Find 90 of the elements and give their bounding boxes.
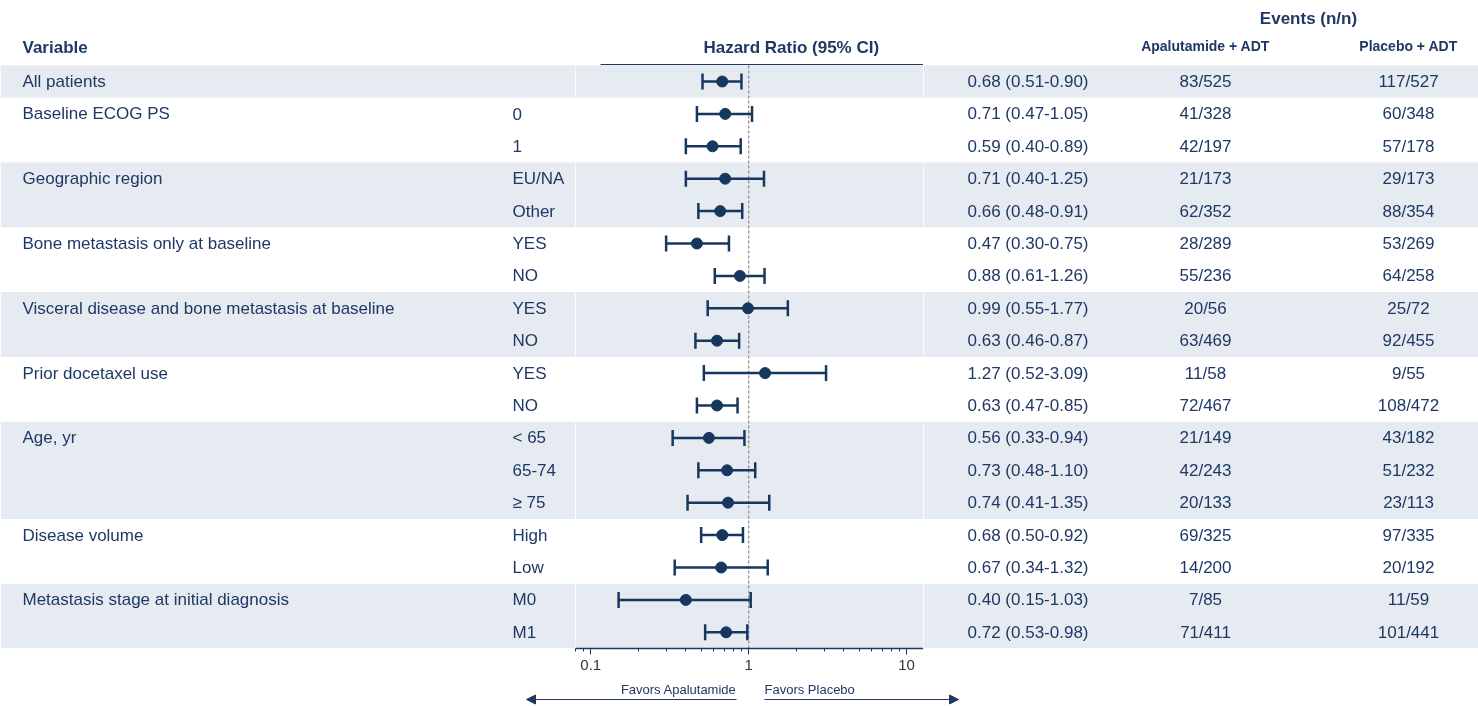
text: 117/527 [1378,72,1439,91]
text: 62/352 [1179,201,1232,221]
text: 64/258 [1382,266,1435,286]
text: 29/173 [1382,169,1435,189]
text: Favors Placebo [764,681,855,697]
data-label: 0.63 (0.47-0.85) [967,396,1089,415]
text: 21/149 [1179,428,1232,448]
text: 20/192 [1382,558,1435,577]
y-tick-label: NO [512,266,538,286]
data-label: 0.67 (0.34-1.32) [967,558,1089,577]
text: 9/55 [1391,363,1426,383]
data-label: 0.56 (0.33-0.94) [967,428,1089,448]
y-tick-label: YES [512,363,547,383]
text: 42/197 [1179,136,1232,156]
text: 83/525 [1179,72,1232,91]
y-tick-label: ≥ 75 [512,493,546,513]
text: 28/289 [1179,234,1232,253]
text: 55/236 [1179,266,1232,286]
text: 7/85 [1188,590,1223,610]
text: 14/200 [1179,558,1232,577]
text: 11/58 [1184,363,1227,383]
chart-title: Hazard Ratio (95% CI) [703,38,880,57]
text: 101/441 [1377,622,1440,642]
data-label: 0.59 (0.40-0.89) [967,136,1089,156]
y-tick-label: High [512,525,548,545]
y-tick-label: 65-74 [512,461,556,481]
text: 63/469 [1179,331,1232,351]
data-label: 0.99 (0.55-1.77) [967,298,1089,318]
data-label: 0.71 (0.40-1.25) [967,169,1089,189]
data-label: 0.68 (0.50-0.92) [967,525,1089,545]
data-label: 0.63 (0.46-0.87) [967,331,1089,351]
data-label: 0.68 (0.51-0.90) [967,72,1089,91]
data-label: 0.66 (0.48-0.91) [967,201,1089,221]
data-label: 0.72 (0.53-0.98) [967,622,1089,642]
y2-tick-label: All patients [22,72,106,91]
data-label: 0.40 (0.15-1.03) [967,590,1089,610]
y-tick-label: EU/NA [512,169,566,189]
y2-tick-label: Age, yr [22,428,77,448]
text: 21/173 [1179,169,1232,189]
y-tick-label: NO [512,331,538,351]
text: 57/178 [1382,136,1435,156]
text: 88/354 [1382,201,1435,221]
text: 69/325 [1179,525,1232,545]
text: 53/269 [1382,234,1435,253]
text: Favors Apalutamide [620,681,736,697]
y-tick-label: M1 [512,622,537,642]
text: Events (n/n) [1259,9,1358,28]
y2-tick-label: Geographic region [22,169,163,189]
text: Apalutamide + ADT [1141,37,1270,54]
text: 41/328 [1179,104,1232,124]
text: Placebo + ADT [1359,37,1458,54]
text: 25/72 [1387,298,1430,318]
y-tick-label: YES [512,298,547,318]
text: 108/472 [1377,396,1440,415]
y-tick-label: NO [512,396,538,415]
y-tick-label: YES [512,234,547,253]
y-tick-label: < 65 [512,428,547,448]
data-label: 1.27 (0.52-3.09) [967,363,1089,383]
text: 71/411 [1180,622,1231,642]
text: 51/232 [1382,460,1435,480]
y-tick-label: 0 [512,104,522,124]
text: 20/56 [1184,298,1227,318]
y2-tick-label: Disease volume [22,525,144,545]
data-label: 0.88 (0.61-1.26) [967,266,1089,286]
text: 92/455 [1382,331,1435,351]
text: 42/243 [1179,460,1232,480]
text: 43/182 [1382,428,1435,448]
data-label: 0.47 (0.30-0.75) [967,234,1089,253]
y2-tick-label: Visceral disease and bone metastasis at baseline [22,298,395,318]
data-label: 0.74 (0.41-1.35) [967,493,1089,513]
text: 20/133 [1179,493,1232,513]
y-tick-label: Other [512,201,556,221]
x-tick-label: 1 [744,655,753,673]
y-tick-label: M0 [512,590,537,610]
text: 11/59 [1387,590,1430,610]
text: Variable [22,38,88,57]
text: 72/467 [1179,396,1232,415]
y2-tick-label: Prior docetaxel use [22,363,169,383]
y2-tick-label: Bone metastasis only at baseline [22,234,272,253]
text: 97/335 [1382,525,1435,545]
text: 60/348 [1382,104,1435,124]
x-tick-label: 10 [898,655,915,673]
text: 23/113 [1383,493,1434,513]
x-tick-label: 0.1 [580,655,602,673]
y-tick-label: Low [512,558,545,577]
y2-tick-label: Metastasis stage at initial diagnosis [22,590,289,610]
data-label: 0.71 (0.47-1.05) [967,104,1089,124]
y-tick-label: 1 [512,137,522,157]
y2-tick-label: Baseline ECOG PS [22,104,170,124]
data-label: 0.73 (0.48-1.10) [967,460,1089,480]
